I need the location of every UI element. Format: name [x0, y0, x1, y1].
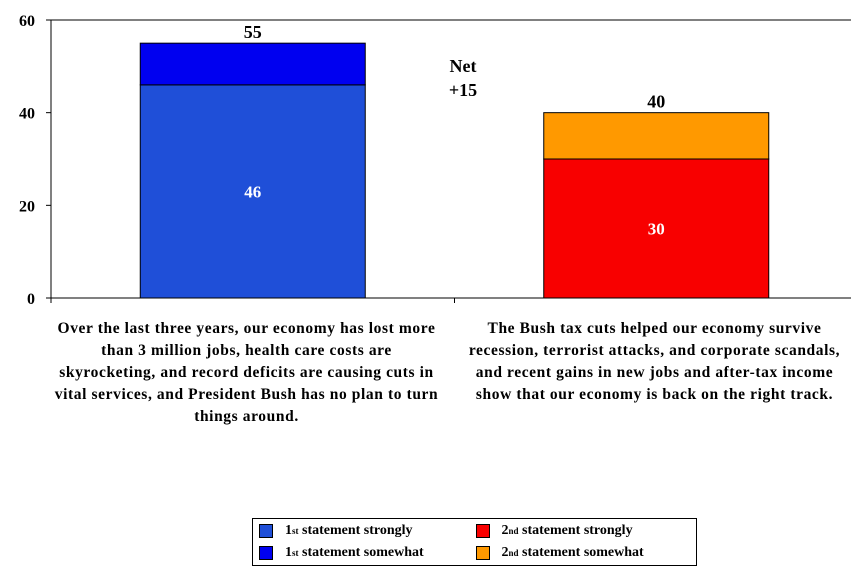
legend-swatch: [475, 524, 490, 538]
legend-ordinal: 2: [501, 523, 509, 538]
legend-text: statement somewhat: [518, 545, 644, 560]
bar-segment-value-label: 30: [648, 220, 665, 239]
bar-segment-2nd-statement-somewhat: [543, 112, 770, 160]
bar-segment-2nd-statement-strongly: [543, 158, 770, 299]
legend-ordinal: 1: [285, 545, 292, 560]
legend-swatch: [259, 546, 273, 560]
bar-total-label: 40: [647, 92, 665, 112]
bar-segment-1st-statement-strongly: [139, 84, 366, 299]
legend-text: statement somewhat: [298, 545, 424, 560]
legend-swatch: [259, 524, 273, 538]
legend-ordinal: 2: [501, 545, 509, 560]
net-annotation-value: +15: [449, 80, 477, 100]
legend-swatch: [475, 546, 490, 560]
bar-segment-value-label: 46: [244, 182, 261, 201]
y-tick-label: 40: [19, 106, 35, 123]
y-tick-label: 20: [19, 198, 35, 215]
category-label-first-statement: Over the last three years, our economy h…: [54, 320, 439, 425]
bar-segment-1st-statement-somewhat: [139, 42, 366, 86]
legend-text: statement strongly: [298, 523, 413, 538]
bar-total-label: 55: [244, 22, 262, 42]
net-annotation-label: Net: [450, 56, 477, 76]
y-tick-label: 0: [27, 291, 35, 308]
legend-text: statement strongly: [518, 523, 633, 538]
category-label-second-statement: The Bush tax cuts helped our economy sur…: [468, 320, 841, 403]
legend-ordinal: 1: [285, 523, 292, 538]
y-tick-label: 60: [19, 13, 35, 30]
